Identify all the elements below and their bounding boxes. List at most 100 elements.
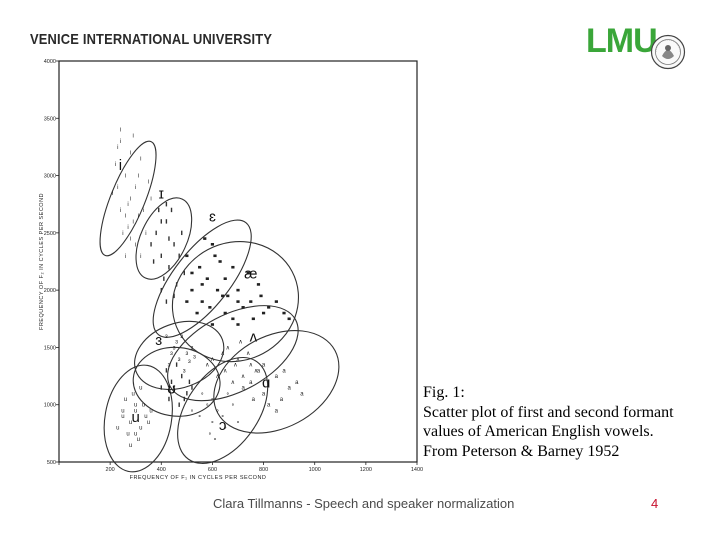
data-point: i xyxy=(117,145,118,151)
data-point xyxy=(267,306,271,309)
data-point xyxy=(181,373,183,379)
data-point: u xyxy=(131,391,134,397)
data-point: u xyxy=(121,408,124,414)
data-point: a xyxy=(280,397,284,403)
data-point: u xyxy=(149,408,152,414)
data-point xyxy=(173,242,175,247)
x-axis-label: FREQUENCY OF F₁ IN CYCLES PER SECOND xyxy=(130,475,267,481)
data-point: ∘ xyxy=(231,403,235,409)
data-point xyxy=(160,219,162,224)
data-point: a xyxy=(300,391,304,397)
data-point xyxy=(173,293,175,299)
formant-scatter-chart: 200 400 600 800 1000 1200 1400 500 1000 1500 2000 2… xyxy=(39,59,423,481)
data-point xyxy=(175,362,178,367)
data-point xyxy=(287,317,291,321)
data-point xyxy=(191,385,193,390)
data-point xyxy=(259,294,263,298)
y-axis-label: FREQUENCY OF F₂ IN CYCLES PER SECOND xyxy=(39,193,45,330)
caption-line: values of American English vowels. xyxy=(423,423,654,441)
data-point xyxy=(170,207,173,213)
vowel-region-ellipse xyxy=(171,241,300,363)
data-point: ∧ xyxy=(238,340,242,346)
data-point: ∘ xyxy=(205,403,209,409)
data-point xyxy=(223,311,227,315)
data-point: ∧ xyxy=(226,345,230,351)
vowel-region-ellipse xyxy=(103,364,173,473)
data-point xyxy=(150,242,152,247)
data-point xyxy=(221,294,225,298)
data-point xyxy=(178,402,180,407)
data-point: ∘ xyxy=(208,431,212,437)
vowel-label: ɑ xyxy=(262,375,270,392)
data-point xyxy=(183,270,185,276)
data-point xyxy=(183,396,185,402)
data-point: ∧ xyxy=(215,374,219,380)
data-point: u xyxy=(147,420,150,426)
y-tick-label: 1500 xyxy=(44,345,56,351)
data-point: ∘ xyxy=(226,391,230,397)
data-point xyxy=(261,311,266,315)
data-point xyxy=(231,317,235,321)
data-point xyxy=(168,396,170,402)
data-point xyxy=(173,385,175,390)
data-point: a xyxy=(262,363,266,369)
data-point xyxy=(168,236,170,241)
data-point: ∧ xyxy=(246,351,250,357)
x-tick-label: 1200 xyxy=(360,467,372,473)
data-point: i xyxy=(132,133,133,139)
data-point: u xyxy=(139,386,142,392)
data-point: i xyxy=(145,231,146,237)
data-point: u xyxy=(116,426,119,432)
data-point: ∘ xyxy=(211,420,215,426)
vowel-label: ʊ xyxy=(167,380,176,397)
vowel-label: æ xyxy=(244,266,257,283)
data-point: i xyxy=(140,156,141,162)
vowel-label: ʌ xyxy=(250,329,258,346)
data-point xyxy=(155,230,157,236)
data-point xyxy=(210,243,215,246)
data-point: ∘ xyxy=(216,408,220,414)
y-tick-label: 2000 xyxy=(44,288,56,294)
data-point xyxy=(210,323,215,326)
data-point: u xyxy=(139,426,142,432)
x-tick-label: 1400 xyxy=(411,467,423,473)
data-point: ∘ xyxy=(213,437,217,443)
data-point: i xyxy=(125,214,126,220)
data-point xyxy=(160,287,162,293)
data-point: a xyxy=(252,397,256,403)
vowel-label: u xyxy=(132,409,140,426)
vowel-region-ellipse xyxy=(213,330,340,434)
data-point: ɜ xyxy=(165,334,168,340)
data-point: a xyxy=(287,386,291,392)
university-seal-icon xyxy=(650,34,686,70)
data-point xyxy=(160,253,162,258)
data-point: u xyxy=(142,403,145,409)
data-point: a xyxy=(275,408,279,414)
data-point xyxy=(185,254,189,258)
data-point: ɜ xyxy=(168,363,171,369)
y-tick-label: 1000 xyxy=(44,403,56,409)
data-point: i xyxy=(122,231,123,237)
data-point: ∧ xyxy=(223,368,227,374)
data-point: ∧ xyxy=(241,374,245,380)
data-point: ∘ xyxy=(223,426,227,432)
data-point: ɜ xyxy=(173,345,176,351)
data-point xyxy=(200,300,204,303)
data-point: ∘ xyxy=(221,414,225,420)
footer-text: Clara Tillmanns - Speech and speaker nor… xyxy=(213,496,515,511)
data-point: ∧ xyxy=(249,363,253,369)
x-tick-label: 200 xyxy=(106,467,115,473)
institution-logo: VENICE INTERNATIONAL UNIVERSITY xyxy=(30,31,272,48)
data-point: ɜ xyxy=(185,351,188,357)
data-point: i xyxy=(127,225,128,231)
data-point: u xyxy=(121,414,124,420)
data-point xyxy=(168,265,170,270)
data-point xyxy=(158,207,160,213)
data-point xyxy=(256,283,261,286)
data-point xyxy=(215,288,220,292)
vowel-label: i xyxy=(119,157,122,174)
data-point xyxy=(198,265,202,269)
data-point xyxy=(190,288,194,292)
data-point xyxy=(226,294,230,298)
data-point xyxy=(188,379,191,384)
